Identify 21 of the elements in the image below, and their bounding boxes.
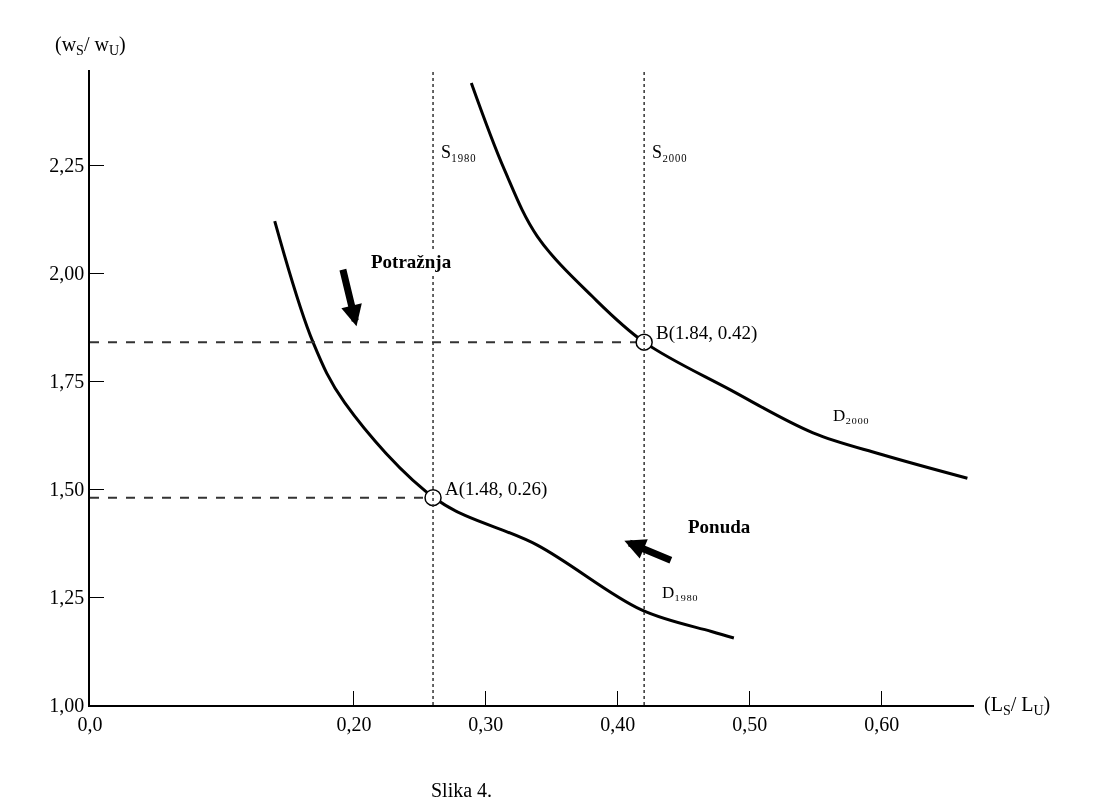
y-axis-title: (w$_{S}$/ w$_{U}$) <box>55 33 126 59</box>
ref-line-label: S₁₉₈₀ <box>441 142 477 162</box>
annotation: Ponuda <box>688 516 751 537</box>
x-tick-label: 0,60 <box>864 712 900 735</box>
x-axis-title: (L$_{S}$/ L$_{U}$) <box>984 693 1051 719</box>
y-tick-label: 2,25 <box>49 154 85 177</box>
x-tick-label: 0,50 <box>732 712 768 735</box>
annotation: A(1.48, 0.26) <box>445 478 548 500</box>
y-tick-label: 1,75 <box>49 370 85 393</box>
y-tick-label: 2,00 <box>49 262 85 285</box>
y-tick-label: 1,25 <box>49 586 85 609</box>
ref-line-label: S₂₀₀₀ <box>652 142 688 162</box>
text: Slika 4. <box>431 779 493 801</box>
series-label: D₁₉₈₀ <box>662 583 699 602</box>
annotation: B(1.84, 0.42) <box>656 322 758 344</box>
annotation: Potražnja <box>371 251 452 272</box>
x-tick-label: 0,20 <box>336 712 372 735</box>
y-tick-label: 1,50 <box>49 478 85 501</box>
x-tick-label: 0,40 <box>600 712 636 735</box>
series-label: D₂₀₀₀ <box>833 406 870 425</box>
x-tick-label: 0,30 <box>468 712 504 735</box>
